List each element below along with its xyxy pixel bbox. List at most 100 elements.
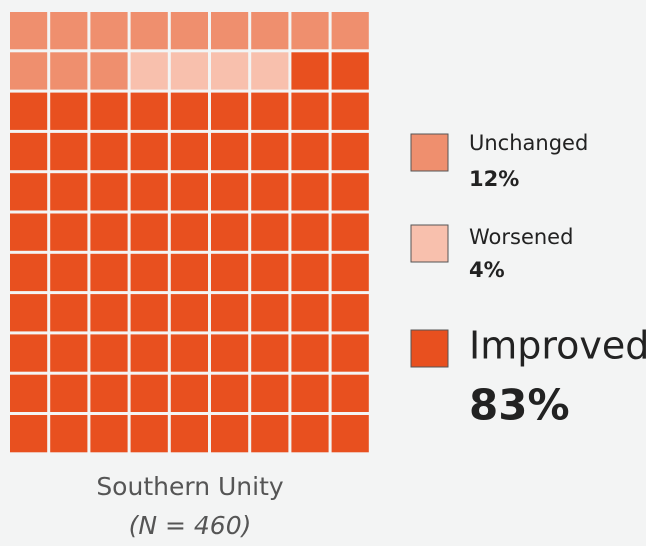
waffle-cell (90, 213, 128, 251)
waffle-cell (251, 12, 289, 50)
waffle-cell (291, 334, 329, 372)
waffle-cell (10, 173, 48, 211)
waffle-cell (50, 132, 88, 171)
waffle-cell (291, 374, 329, 412)
waffle-cell (251, 334, 289, 372)
waffle-cell (211, 213, 249, 251)
waffle-cell (331, 374, 369, 412)
waffle-cell (251, 132, 289, 171)
waffle-cell (130, 253, 168, 292)
legend-label: Worsened (469, 225, 573, 249)
waffle-cell (291, 52, 329, 90)
waffle-cell (331, 52, 369, 90)
waffle-cell (170, 415, 208, 453)
waffle-cell (170, 253, 208, 292)
waffle-cell (130, 374, 168, 412)
waffle-cell (211, 12, 249, 50)
legend-swatch (410, 224, 449, 263)
waffle-cell (50, 415, 88, 453)
waffle-cell (50, 52, 88, 90)
waffle-cell (211, 415, 249, 453)
waffle-cell (291, 92, 329, 130)
waffle-cell (130, 173, 168, 211)
legend-value: 4% (469, 258, 505, 282)
waffle-cell (331, 415, 369, 453)
waffle-cell (170, 213, 208, 251)
waffle-cell (90, 92, 128, 130)
waffle-cell (90, 173, 128, 211)
waffle-cell (170, 173, 208, 211)
waffle-cell (211, 52, 249, 90)
waffle-cell (211, 173, 249, 211)
waffle-cell (130, 294, 168, 332)
waffle-cell (50, 253, 88, 292)
waffle-cell (10, 132, 48, 171)
waffle-cell (291, 12, 329, 50)
waffle-cell (211, 334, 249, 372)
waffle-cell (251, 253, 289, 292)
waffle-cell (211, 253, 249, 292)
waffle-cell (170, 334, 208, 372)
waffle-cell (291, 415, 329, 453)
waffle-cell (331, 213, 369, 251)
waffle-cell (10, 213, 48, 251)
waffle-cell (170, 92, 208, 130)
legend-swatch (410, 133, 449, 172)
waffle-cell (211, 294, 249, 332)
waffle-cell (10, 92, 48, 130)
waffle-cell (251, 294, 289, 332)
waffle-cell (90, 253, 128, 292)
waffle-cell (10, 294, 48, 332)
waffle-cell (130, 132, 168, 171)
waffle-cell (10, 334, 48, 372)
waffle-cell (50, 213, 88, 251)
waffle-cell (90, 132, 128, 171)
waffle-cell (90, 52, 128, 90)
waffle-cell (10, 52, 48, 90)
waffle-cell (170, 52, 208, 90)
waffle-cell (291, 132, 329, 171)
waffle-cell (50, 92, 88, 130)
waffle-cell (291, 253, 329, 292)
waffle-cell (130, 415, 168, 453)
waffle-cell (10, 12, 48, 50)
waffle-cell (331, 12, 369, 50)
waffle-cell (251, 173, 289, 211)
waffle-cell (130, 12, 168, 50)
legend-label: Improved (469, 324, 646, 368)
waffle-cell (251, 415, 289, 453)
waffle-cell (130, 92, 168, 130)
waffle-cell (211, 92, 249, 130)
waffle-cell (291, 294, 329, 332)
waffle-cell (331, 294, 369, 332)
waffle-cell (291, 213, 329, 251)
waffle-cell (90, 294, 128, 332)
waffle-cell (90, 374, 128, 412)
waffle-cell (251, 92, 289, 130)
waffle-cell (291, 173, 329, 211)
waffle-cell (331, 253, 369, 292)
legend-value: 83% (469, 381, 570, 430)
waffle-cell (211, 374, 249, 412)
waffle-cell (130, 334, 168, 372)
waffle-cell (10, 374, 48, 412)
waffle-cell (251, 374, 289, 412)
waffle-cell (10, 253, 48, 292)
waffle-cell (50, 173, 88, 211)
legend-value: 12% (469, 167, 519, 191)
waffle-cell (211, 132, 249, 171)
waffle-cell (170, 12, 208, 50)
legend-swatch (410, 329, 449, 368)
waffle-cell (130, 52, 168, 90)
waffle-cell (251, 213, 289, 251)
waffle-cell (50, 12, 88, 50)
waffle-cell (50, 334, 88, 372)
legend-label: Unchanged (469, 131, 588, 155)
waffle-cell (331, 92, 369, 130)
chart-title: Southern Unity (96, 472, 284, 501)
waffle-cell (331, 334, 369, 372)
waffle-cell (50, 374, 88, 412)
waffle-cell (251, 52, 289, 90)
waffle-cell (10, 415, 48, 453)
